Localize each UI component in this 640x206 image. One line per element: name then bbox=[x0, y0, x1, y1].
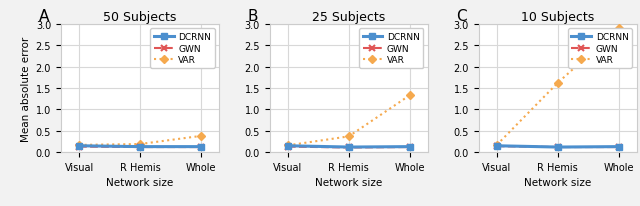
Text: A: A bbox=[38, 9, 49, 24]
Legend: DCRNN, GWN, VAR: DCRNN, GWN, VAR bbox=[150, 29, 214, 69]
Line: VAR: VAR bbox=[285, 93, 413, 149]
Title: 10 Subjects: 10 Subjects bbox=[521, 11, 595, 23]
DCRNN bbox=[406, 146, 413, 148]
VAR bbox=[493, 144, 500, 146]
VAR bbox=[76, 144, 83, 146]
X-axis label: Network size: Network size bbox=[106, 178, 173, 187]
Title: 50 Subjects: 50 Subjects bbox=[103, 11, 177, 23]
Text: C: C bbox=[456, 9, 467, 24]
DCRNN bbox=[345, 146, 353, 149]
VAR bbox=[284, 144, 292, 147]
X-axis label: Network size: Network size bbox=[315, 178, 383, 187]
GWN bbox=[345, 146, 353, 149]
GWN bbox=[406, 146, 413, 149]
Legend: DCRNN, GWN, VAR: DCRNN, GWN, VAR bbox=[359, 29, 424, 69]
Title: 25 Subjects: 25 Subjects bbox=[312, 11, 385, 23]
GWN bbox=[76, 146, 83, 148]
VAR bbox=[406, 95, 413, 97]
VAR bbox=[197, 135, 205, 137]
DCRNN bbox=[197, 146, 205, 148]
Y-axis label: Mean absolute error: Mean absolute error bbox=[21, 36, 31, 141]
Line: GWN: GWN bbox=[493, 143, 622, 151]
Line: DCRNN: DCRNN bbox=[493, 143, 622, 151]
Legend: DCRNN, GWN, VAR: DCRNN, GWN, VAR bbox=[568, 29, 632, 69]
Line: DCRNN: DCRNN bbox=[284, 143, 413, 151]
GWN bbox=[284, 146, 292, 148]
VAR bbox=[554, 82, 561, 85]
GWN bbox=[136, 146, 144, 149]
DCRNN bbox=[76, 145, 83, 147]
Line: GWN: GWN bbox=[284, 143, 413, 151]
GWN bbox=[614, 146, 622, 149]
GWN bbox=[197, 146, 205, 149]
DCRNN bbox=[554, 146, 561, 149]
Line: VAR: VAR bbox=[493, 26, 621, 148]
VAR bbox=[136, 143, 144, 146]
Line: VAR: VAR bbox=[76, 133, 204, 148]
Text: B: B bbox=[248, 9, 258, 24]
DCRNN bbox=[493, 145, 500, 147]
DCRNN bbox=[614, 146, 622, 148]
Line: GWN: GWN bbox=[76, 143, 204, 151]
X-axis label: Network size: Network size bbox=[524, 178, 591, 187]
Line: DCRNN: DCRNN bbox=[76, 143, 204, 150]
VAR bbox=[614, 28, 622, 30]
DCRNN bbox=[284, 145, 292, 147]
GWN bbox=[493, 145, 500, 148]
VAR bbox=[345, 136, 353, 138]
GWN bbox=[554, 146, 561, 149]
DCRNN bbox=[136, 146, 144, 148]
